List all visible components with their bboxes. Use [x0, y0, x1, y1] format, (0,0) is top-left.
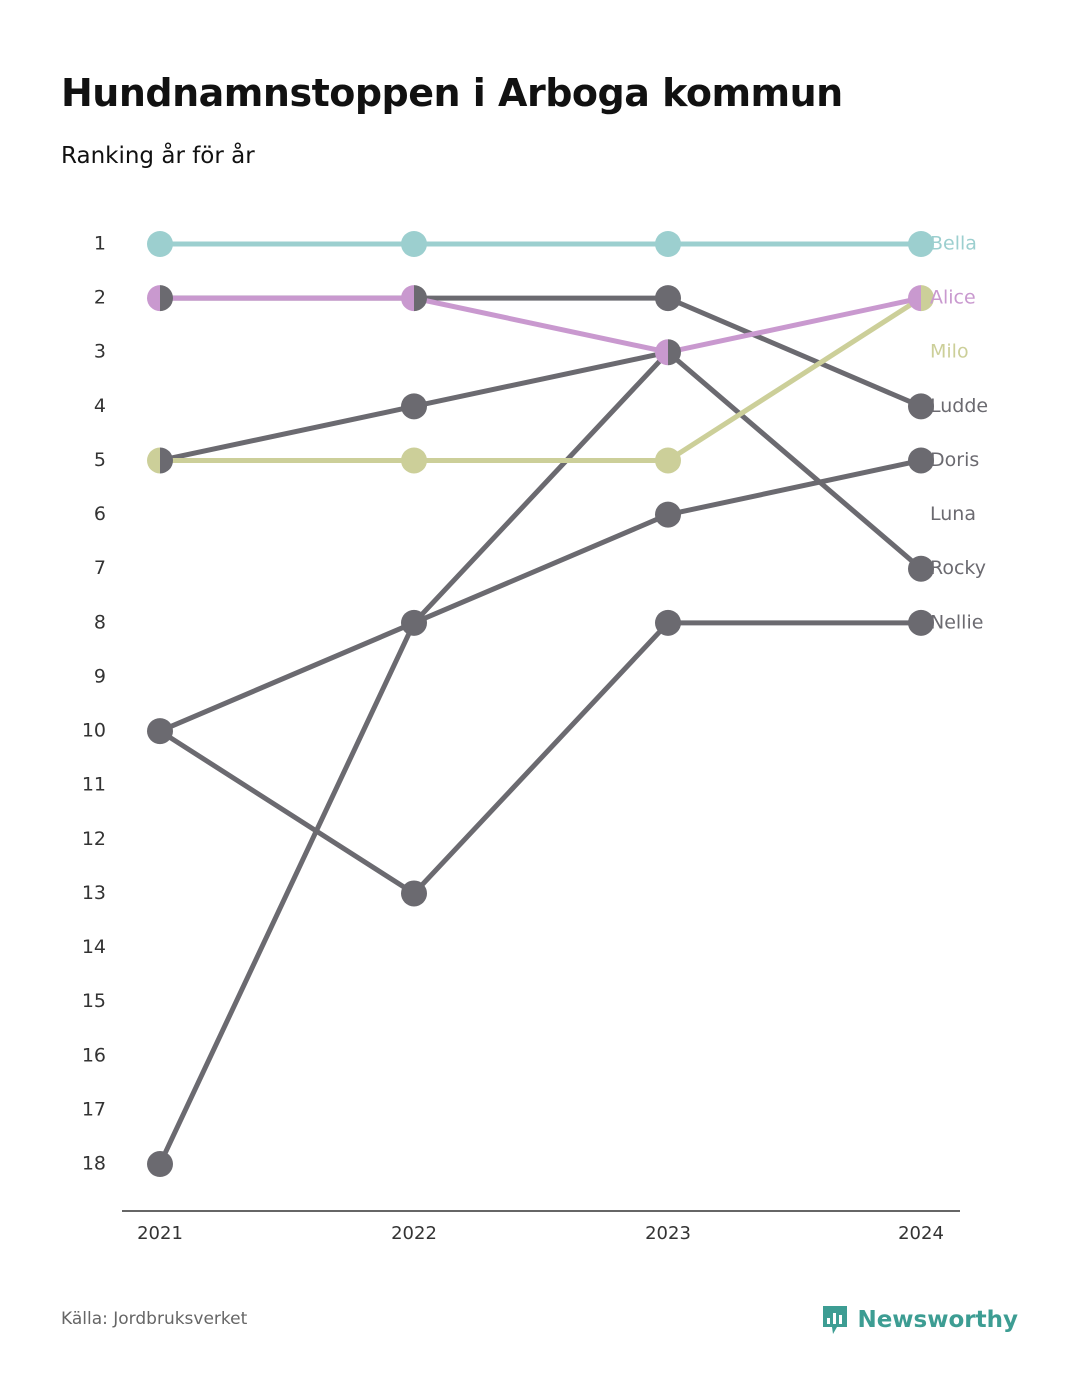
point-alice-ludde-left: [147, 285, 160, 312]
point-doris: [908, 447, 934, 474]
y-tick-label: 6: [94, 503, 106, 525]
y-tick-label: 14: [82, 936, 106, 958]
point-alice-luna-rocky-right: [668, 339, 681, 366]
brand-name: Newsworthy: [857, 1307, 1018, 1333]
y-tick-label: 9: [94, 665, 106, 687]
series-label-rocky: Rocky: [930, 557, 986, 579]
series-line-alice: [157, 295, 924, 355]
series-lines-colored: [157, 241, 924, 463]
brand-logo: Newsworthy: [821, 1304, 1018, 1336]
point-nellie: [908, 609, 934, 636]
series-end-labels: Bella Alice Milo Ludde Doris Luna Rocky Nellie: [930, 233, 988, 634]
series-label-milo: Milo: [930, 341, 969, 363]
point-milo: [655, 447, 681, 474]
point-rocky: [908, 555, 934, 582]
x-tick-label: 2023: [645, 1223, 691, 1244]
y-tick-label: 5: [94, 449, 106, 471]
source-note: Källa: Jordbruksverket: [61, 1309, 248, 1329]
point-alice-milo-left: [908, 285, 921, 312]
series-line-milo: [157, 295, 924, 463]
y-tick-label: 15: [82, 990, 106, 1012]
chart-title: Hundnamnstoppen i Arboga kommun: [61, 71, 843, 115]
point-nellie: [655, 609, 681, 636]
y-tick-label: 7: [94, 557, 106, 579]
point-ludde: [908, 393, 934, 420]
point-ludde: [655, 285, 681, 312]
y-tick-label: 18: [82, 1153, 106, 1175]
newsworthy-logo-icon: [823, 1306, 848, 1334]
point-luna: [401, 393, 427, 420]
x-tick-label: 2021: [137, 1223, 183, 1244]
series-label-doris: Doris: [930, 449, 979, 471]
y-tick-label: 3: [94, 341, 106, 363]
y-tick-label: 16: [82, 1044, 106, 1066]
point-bella: [908, 231, 934, 257]
point-bella: [655, 231, 681, 257]
point-doris-rocky: [401, 609, 427, 636]
point-milo-luna-right: [160, 447, 173, 474]
y-tick-label: 12: [82, 828, 106, 850]
point-milo-luna-left: [147, 447, 160, 474]
point-alice-milo-right: [921, 285, 934, 312]
y-tick-label: 10: [82, 720, 106, 742]
x-axis-ticks: 2021 2022 2023 2024: [137, 1223, 944, 1244]
y-tick-label: 8: [94, 611, 106, 633]
series-line-nellie: [157, 620, 924, 896]
series-line-doris: [157, 457, 924, 734]
point-alice-ludde-right: [414, 285, 427, 312]
series-label-ludde: Ludde: [930, 395, 988, 417]
point-milo: [401, 447, 427, 474]
y-tick-label: 2: [94, 287, 106, 309]
x-tick-label: 2022: [391, 1223, 437, 1244]
series-label-alice: Alice: [930, 287, 976, 309]
y-tick-label: 17: [82, 1098, 106, 1120]
point-alice-luna-rocky-left: [655, 339, 668, 366]
y-tick-label: 11: [82, 774, 106, 796]
series-line-ludde: [157, 295, 924, 409]
point-bella: [147, 231, 173, 257]
series-points: [147, 231, 934, 1178]
series-label-bella: Bella: [930, 233, 977, 255]
point-doris-nellie: [147, 718, 173, 745]
series-line-rocky: [157, 349, 924, 1167]
point-alice-ludde-left: [401, 285, 414, 312]
point-bella: [401, 231, 427, 257]
series-lines-grey: [157, 295, 924, 1167]
y-tick-label: 4: [94, 395, 106, 417]
point-alice-ludde-right: [160, 285, 173, 312]
point-doris: [655, 501, 681, 528]
point-rocky: [147, 1151, 173, 1178]
x-tick-label: 2024: [898, 1223, 944, 1244]
series-label-nellie: Nellie: [930, 611, 983, 633]
y-tick-label: 1: [94, 233, 106, 255]
point-nellie: [401, 880, 427, 907]
y-tick-label: 13: [82, 882, 106, 904]
chart-subtitle: Ranking år för år: [61, 143, 255, 169]
series-label-luna: Luna: [930, 503, 976, 525]
